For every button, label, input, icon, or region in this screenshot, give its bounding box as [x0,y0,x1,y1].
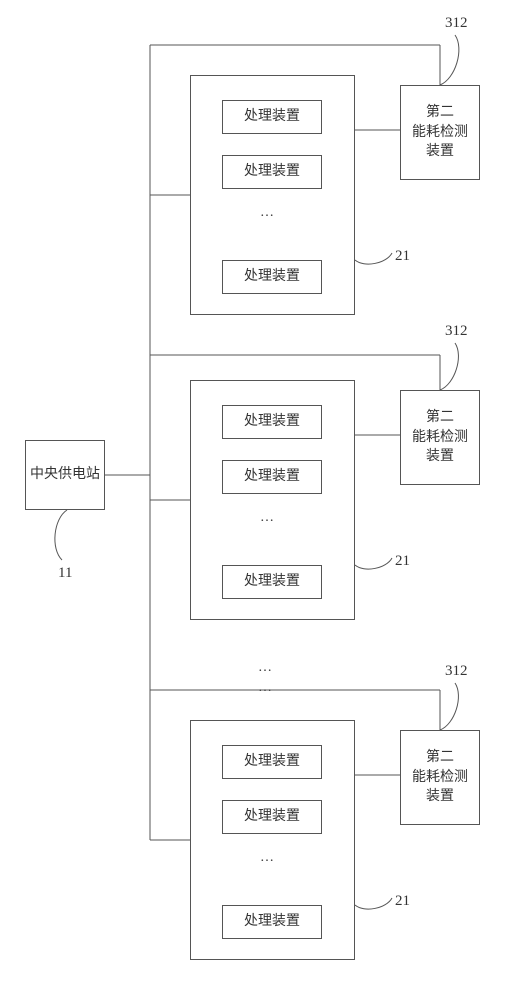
processing-device-1-1: 处理装置 [222,460,322,494]
processing-device-1-0: 处理装置 [222,405,322,439]
processing-device-1-last: 处理装置 [222,565,322,599]
detector-box-2: 第二能耗检测装置 [400,730,480,825]
processing-device-0-0: 处理装置 [222,100,322,134]
processing-device-2-last: 处理装置 [222,905,322,939]
processing-dots-2: … [260,850,274,866]
central-station-box: 中央供电站 [25,440,105,510]
detector-box-0: 第二能耗检测装置 [400,85,480,180]
processing-device-2-1: 处理装置 [222,800,322,834]
group-gap-dots-0: … [258,660,272,676]
detector-ref-1: 312 [445,323,468,340]
detector-ref-2: 312 [445,663,468,680]
processing-device-0-last: 处理装置 [222,260,322,294]
detector-ref-0: 312 [445,15,468,32]
central-station-ref: 11 [58,565,72,582]
group-ref-1: 21 [395,553,410,570]
processing-dots-0: … [260,205,274,221]
processing-device-0-1: 处理装置 [222,155,322,189]
group-gap-dots-1: … [258,680,272,696]
group-ref-0: 21 [395,248,410,265]
detector-box-1: 第二能耗检测装置 [400,390,480,485]
processing-dots-1: … [260,510,274,526]
group-ref-2: 21 [395,893,410,910]
processing-device-2-0: 处理装置 [222,745,322,779]
